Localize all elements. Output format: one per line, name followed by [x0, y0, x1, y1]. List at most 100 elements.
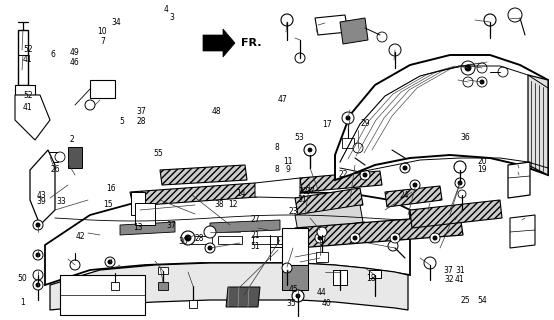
Polygon shape — [300, 171, 382, 192]
Polygon shape — [70, 287, 130, 310]
Polygon shape — [342, 138, 354, 148]
Polygon shape — [315, 15, 348, 35]
Polygon shape — [369, 270, 381, 278]
Text: 27: 27 — [250, 215, 260, 224]
Text: FR.: FR. — [241, 38, 261, 48]
Circle shape — [204, 226, 216, 238]
Circle shape — [295, 53, 305, 63]
Circle shape — [317, 227, 327, 237]
Polygon shape — [45, 192, 410, 285]
Text: 32: 32 — [299, 187, 309, 196]
Text: 32: 32 — [444, 276, 454, 284]
Circle shape — [480, 80, 484, 84]
Polygon shape — [340, 18, 368, 44]
Polygon shape — [295, 188, 363, 215]
Polygon shape — [282, 265, 308, 290]
Text: 33: 33 — [56, 197, 66, 206]
Circle shape — [353, 236, 357, 240]
Text: 4: 4 — [164, 5, 168, 14]
Polygon shape — [410, 200, 502, 228]
Text: 47: 47 — [278, 95, 288, 104]
Text: 52: 52 — [23, 92, 33, 100]
Circle shape — [363, 173, 367, 177]
Circle shape — [477, 63, 487, 73]
Polygon shape — [253, 236, 277, 244]
Polygon shape — [316, 252, 328, 262]
Circle shape — [185, 235, 191, 241]
Circle shape — [353, 143, 363, 153]
Circle shape — [108, 260, 112, 264]
Circle shape — [410, 180, 420, 190]
Circle shape — [85, 100, 95, 110]
Text: 37: 37 — [305, 188, 315, 196]
Polygon shape — [510, 215, 535, 248]
Text: 9: 9 — [286, 165, 290, 174]
Text: 19: 19 — [477, 165, 487, 174]
Circle shape — [463, 77, 473, 87]
Circle shape — [400, 163, 410, 173]
Text: 37: 37 — [167, 221, 177, 230]
Circle shape — [110, 286, 120, 296]
Polygon shape — [333, 270, 347, 285]
Polygon shape — [48, 152, 58, 162]
Text: 7: 7 — [100, 37, 105, 46]
Polygon shape — [158, 267, 168, 274]
Circle shape — [33, 280, 43, 290]
Text: 43: 43 — [37, 191, 47, 200]
Text: 28: 28 — [194, 234, 204, 243]
Text: 44: 44 — [316, 288, 326, 297]
Circle shape — [458, 190, 466, 198]
Text: 13: 13 — [134, 223, 143, 232]
Polygon shape — [130, 183, 257, 206]
Text: 48: 48 — [211, 108, 221, 116]
Text: 11: 11 — [283, 157, 293, 166]
Circle shape — [484, 14, 496, 26]
Polygon shape — [385, 186, 442, 207]
Circle shape — [208, 246, 212, 250]
Text: 51: 51 — [250, 242, 260, 251]
Text: 34: 34 — [111, 18, 121, 27]
Circle shape — [346, 116, 350, 120]
Polygon shape — [30, 150, 55, 225]
Circle shape — [360, 170, 370, 180]
Text: 50: 50 — [17, 274, 27, 283]
Circle shape — [377, 32, 387, 42]
Polygon shape — [120, 222, 175, 235]
Polygon shape — [50, 263, 408, 310]
Polygon shape — [508, 162, 530, 198]
Polygon shape — [295, 215, 463, 248]
Polygon shape — [226, 287, 260, 307]
Circle shape — [304, 144, 316, 156]
Polygon shape — [15, 95, 50, 140]
Circle shape — [458, 181, 462, 185]
Circle shape — [342, 112, 354, 124]
Text: 5: 5 — [120, 117, 124, 126]
Circle shape — [498, 67, 508, 77]
Circle shape — [36, 223, 40, 227]
Circle shape — [384, 142, 394, 152]
Circle shape — [455, 178, 465, 188]
Circle shape — [105, 257, 115, 267]
Circle shape — [36, 283, 40, 287]
Circle shape — [424, 257, 436, 269]
Text: 38: 38 — [214, 200, 224, 209]
Text: 31: 31 — [297, 196, 307, 204]
Polygon shape — [111, 282, 119, 290]
Polygon shape — [278, 236, 302, 244]
Circle shape — [393, 236, 397, 240]
Text: 40: 40 — [322, 300, 332, 308]
Circle shape — [205, 243, 215, 253]
Polygon shape — [158, 282, 168, 290]
Polygon shape — [15, 85, 35, 95]
Text: 26: 26 — [50, 165, 60, 174]
Text: 1: 1 — [20, 298, 24, 307]
Circle shape — [477, 77, 487, 87]
Text: 53: 53 — [294, 133, 304, 142]
Text: 17: 17 — [322, 120, 332, 129]
Polygon shape — [60, 275, 145, 315]
Circle shape — [350, 233, 360, 243]
Circle shape — [33, 250, 43, 260]
Text: 45: 45 — [289, 285, 299, 294]
Text: 36: 36 — [460, 133, 470, 142]
Text: 46: 46 — [70, 58, 80, 67]
